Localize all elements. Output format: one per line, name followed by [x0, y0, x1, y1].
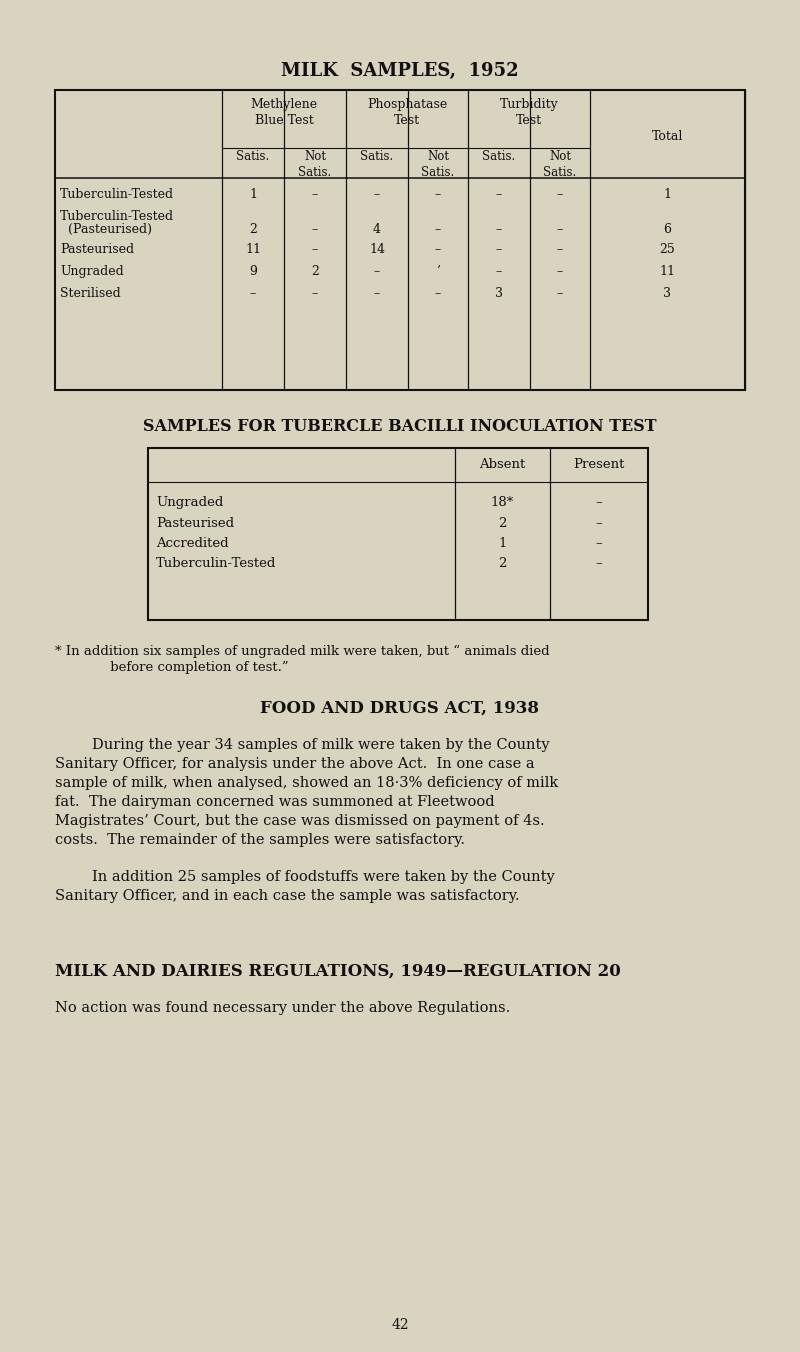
Text: 14: 14 — [369, 243, 385, 256]
Text: –: – — [312, 223, 318, 237]
Text: –: – — [312, 243, 318, 256]
Text: –: – — [374, 188, 380, 201]
Text: –: – — [312, 188, 318, 201]
Text: Magistrates’ Court, but the case was dismissed on payment of 4s.: Magistrates’ Court, but the case was dis… — [55, 814, 545, 827]
Text: 6: 6 — [663, 223, 671, 237]
Text: 1: 1 — [498, 537, 506, 550]
Text: Not
Satis.: Not Satis. — [543, 150, 577, 178]
Text: –: – — [312, 287, 318, 300]
Text: Sterilised: Sterilised — [60, 287, 121, 300]
Text: costs.  The remainder of the samples were satisfactory.: costs. The remainder of the samples were… — [55, 833, 465, 846]
Text: Satis.: Satis. — [236, 150, 270, 164]
Text: –: – — [596, 557, 602, 571]
Text: Tuberculin-Tested: Tuberculin-Tested — [156, 557, 276, 571]
Text: –: – — [596, 537, 602, 550]
Text: –: – — [435, 243, 441, 256]
Text: –: – — [435, 223, 441, 237]
Text: Accredited: Accredited — [156, 537, 229, 550]
Text: Tuberculin-Tested: Tuberculin-Tested — [60, 210, 174, 223]
Text: 2: 2 — [498, 557, 506, 571]
Bar — [55, 91, 745, 389]
Text: FOOD AND DRUGS ACT, 1938: FOOD AND DRUGS ACT, 1938 — [261, 700, 539, 717]
Text: –: – — [496, 188, 502, 201]
Text: * In addition six samples of ungraded milk were taken, but “ animals died: * In addition six samples of ungraded mi… — [55, 645, 550, 658]
Text: In addition 25 samples of foodstuffs were taken by the County: In addition 25 samples of foodstuffs wer… — [55, 869, 554, 884]
Text: Sanitary Officer, and in each case the sample was satisfactory.: Sanitary Officer, and in each case the s… — [55, 890, 520, 903]
Text: –: – — [374, 265, 380, 279]
Text: before completion of test.”: before completion of test.” — [55, 661, 289, 675]
Text: ’: ’ — [436, 265, 440, 279]
Text: 42: 42 — [391, 1318, 409, 1332]
Text: Tuberculin-Tested: Tuberculin-Tested — [60, 188, 174, 201]
Text: 4: 4 — [373, 223, 381, 237]
Text: Total: Total — [652, 130, 683, 143]
Text: 3: 3 — [663, 287, 671, 300]
Text: fat.  The dairyman concerned was summoned at Fleetwood: fat. The dairyman concerned was summoned… — [55, 795, 494, 808]
Text: 2: 2 — [249, 223, 257, 237]
Text: 18*: 18* — [491, 496, 514, 508]
Text: No action was found necessary under the above Regulations.: No action was found necessary under the … — [55, 1000, 510, 1015]
Text: –: – — [557, 265, 563, 279]
Text: SAMPLES FOR TUBERCLE BACILLI INOCULATION TEST: SAMPLES FOR TUBERCLE BACILLI INOCULATION… — [143, 418, 657, 435]
Text: 11: 11 — [659, 265, 675, 279]
Text: –: – — [496, 265, 502, 279]
Text: –: – — [557, 223, 563, 237]
Text: Present: Present — [574, 458, 625, 470]
Text: Ungraded: Ungraded — [60, 265, 124, 279]
Text: –: – — [596, 516, 602, 530]
Text: MILK  SAMPLES,  1952: MILK SAMPLES, 1952 — [281, 62, 519, 80]
Text: 11: 11 — [245, 243, 261, 256]
Text: MILK AND DAIRIES REGULATIONS, 1949—REGULATION 20: MILK AND DAIRIES REGULATIONS, 1949—REGUL… — [55, 963, 621, 980]
Text: sample of milk, when analysed, showed an 18·3% deficiency of milk: sample of milk, when analysed, showed an… — [55, 776, 558, 790]
Text: Sanitary Officer, for analysis under the above Act.  In one case a: Sanitary Officer, for analysis under the… — [55, 757, 534, 771]
Text: –: – — [557, 188, 563, 201]
Text: 25: 25 — [660, 243, 675, 256]
Text: 1: 1 — [249, 188, 257, 201]
Bar — [148, 448, 648, 621]
Text: –: – — [435, 188, 441, 201]
Text: Phosphatase
Test: Phosphatase Test — [367, 97, 447, 127]
Text: Pasteurised: Pasteurised — [60, 243, 134, 256]
Text: 2: 2 — [311, 265, 319, 279]
Text: Turbidity
Test: Turbidity Test — [500, 97, 558, 127]
Text: –: – — [435, 287, 441, 300]
Text: –: – — [496, 223, 502, 237]
Text: –: – — [250, 287, 256, 300]
Text: 9: 9 — [249, 265, 257, 279]
Text: 3: 3 — [495, 287, 503, 300]
Text: During the year 34 samples of milk were taken by the County: During the year 34 samples of milk were … — [55, 738, 550, 752]
Text: Satis.: Satis. — [360, 150, 394, 164]
Text: Absent: Absent — [479, 458, 526, 470]
Text: Pasteurised: Pasteurised — [156, 516, 234, 530]
Text: Not
Satis.: Not Satis. — [422, 150, 454, 178]
Text: Satis.: Satis. — [482, 150, 516, 164]
Text: –: – — [374, 287, 380, 300]
Text: –: – — [557, 243, 563, 256]
Text: Not
Satis.: Not Satis. — [298, 150, 332, 178]
Text: Ungraded: Ungraded — [156, 496, 223, 508]
Text: (Pasteurised): (Pasteurised) — [60, 223, 152, 237]
Text: 2: 2 — [498, 516, 506, 530]
Text: 1: 1 — [663, 188, 671, 201]
Text: –: – — [496, 243, 502, 256]
Text: –: – — [557, 287, 563, 300]
Text: Methylene
Blue Test: Methylene Blue Test — [250, 97, 318, 127]
Text: –: – — [596, 496, 602, 508]
